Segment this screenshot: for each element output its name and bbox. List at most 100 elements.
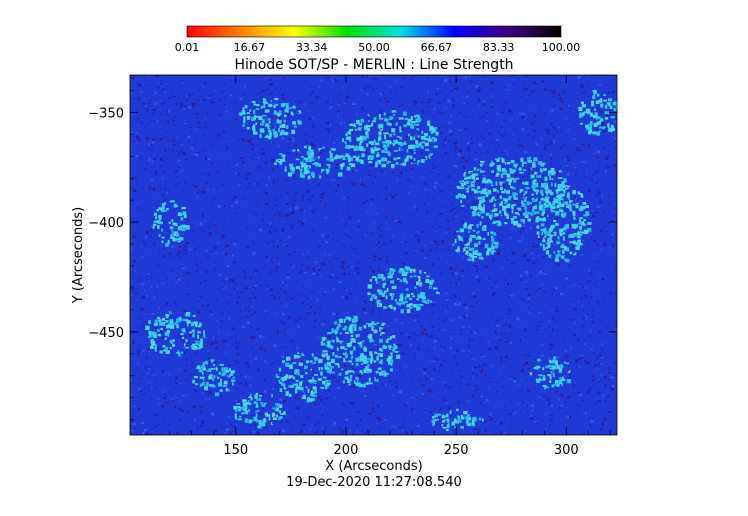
texture-cell <box>500 356 503 359</box>
texture-cell <box>517 403 520 405</box>
bright-cell <box>338 372 342 376</box>
texture-cell <box>572 302 575 305</box>
texture-cell <box>585 162 587 164</box>
speck-cell <box>320 103 322 105</box>
texture-cell <box>183 122 187 124</box>
bright-cell <box>471 257 474 262</box>
texture-cell <box>519 278 523 281</box>
texture-cell <box>146 231 149 235</box>
texture-cell <box>569 372 572 375</box>
texture-cell <box>442 144 446 147</box>
bright-cell <box>315 163 319 166</box>
texture-cell <box>352 433 355 435</box>
texture-cell <box>442 139 447 142</box>
texture-cell <box>397 221 401 223</box>
texture-cell <box>570 285 573 288</box>
texture-cell <box>356 267 359 270</box>
bright-cell <box>414 145 416 149</box>
bright-cell <box>380 331 385 335</box>
texture-cell <box>483 197 487 199</box>
bright-cell <box>418 284 422 287</box>
texture-cell <box>280 215 282 217</box>
bright-cell <box>188 331 192 334</box>
texture-cell <box>454 165 458 168</box>
texture-cell <box>613 190 615 192</box>
texture-cell <box>231 279 235 282</box>
bright-cell <box>405 157 409 162</box>
texture-cell <box>146 273 150 275</box>
bright-cell <box>297 373 300 376</box>
bright-cell <box>432 421 435 426</box>
texture-cell <box>550 404 554 407</box>
bright-cell <box>409 275 413 278</box>
bright-cell <box>355 317 358 322</box>
bright-cell <box>541 213 545 216</box>
texture-cell <box>230 323 233 325</box>
texture-cell <box>217 368 220 371</box>
speck-cell <box>506 259 508 261</box>
bright-cell <box>232 382 234 386</box>
texture-cell <box>353 369 357 371</box>
texture-cell <box>150 120 153 122</box>
texture-cell <box>407 336 411 339</box>
texture-cell <box>520 274 523 277</box>
bright-cell <box>285 362 290 367</box>
texture-cell <box>588 269 590 273</box>
texture-cell <box>432 303 435 307</box>
bright-cell <box>425 137 428 141</box>
texture-cell <box>362 294 365 297</box>
texture-cell <box>361 75 364 78</box>
bright-cell <box>543 237 545 240</box>
texture-cell <box>486 266 489 269</box>
texture-cell <box>237 173 240 176</box>
bright-cell <box>544 196 549 200</box>
texture-cell <box>371 407 375 410</box>
texture-cell <box>574 308 577 311</box>
texture-cell <box>407 179 411 182</box>
bright-cell <box>464 246 467 250</box>
texture-cell <box>374 78 378 80</box>
texture-cell <box>399 426 401 429</box>
bright-cell <box>388 154 391 157</box>
texture-cell <box>349 401 352 405</box>
texture-cell <box>461 129 464 132</box>
bright-cell <box>510 160 515 164</box>
texture-cell <box>137 117 140 120</box>
texture-cell <box>438 126 441 130</box>
texture-cell <box>599 291 601 295</box>
texture-cell <box>323 324 325 326</box>
texture-cell <box>376 347 379 351</box>
speck-cell <box>307 166 310 168</box>
texture-cell <box>412 308 415 311</box>
texture-cell <box>309 378 312 381</box>
bright-cell <box>555 380 559 384</box>
texture-cell <box>538 238 542 241</box>
texture-cell <box>611 232 614 236</box>
texture-cell <box>414 234 418 237</box>
texture-cell <box>132 218 135 220</box>
bright-cell <box>473 417 477 422</box>
bright-cell <box>457 235 461 238</box>
texture-cell <box>364 432 366 435</box>
texture-cell <box>287 316 291 319</box>
texture-cell <box>509 413 512 415</box>
bright-cell <box>424 142 429 147</box>
bright-cell <box>300 375 304 378</box>
bright-cell <box>365 134 369 139</box>
texture-cell <box>272 388 275 391</box>
texture-cell <box>384 410 386 413</box>
bright-cell <box>559 233 563 237</box>
texture-cell <box>201 392 204 394</box>
speck-cell <box>167 122 169 124</box>
texture-cell <box>600 249 602 251</box>
bright-cell <box>577 243 581 248</box>
texture-cell <box>169 391 172 394</box>
texture-cell <box>611 382 613 384</box>
speck-cell <box>552 253 555 255</box>
bright-cell <box>574 252 577 256</box>
texture-cell <box>351 246 355 248</box>
texture-cell <box>312 116 315 119</box>
texture-cell <box>177 250 181 253</box>
bright-cell <box>557 236 560 241</box>
